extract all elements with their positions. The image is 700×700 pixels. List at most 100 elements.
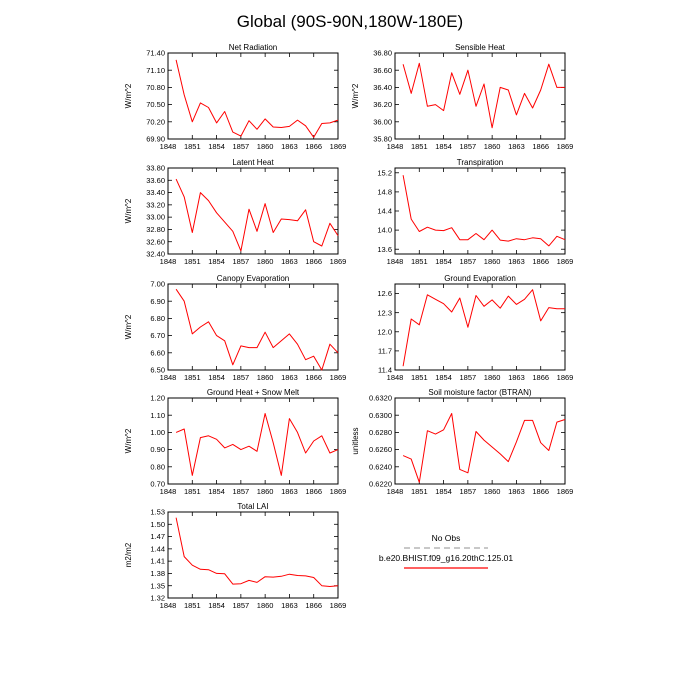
y-tick-label: 0.80 [150,462,165,471]
chart-panel: Sensible Heat 1848 1851 1854 1857 1860 1863 186… [351,43,573,151]
plot-frame [167,52,339,140]
plot-frame [167,283,339,371]
x-tick-label: 1854 [435,257,452,266]
legend: No Obs b.e20.BHIST.f09_g16.20thC.125.01 [379,533,513,569]
chart-panel: Canopy Evaporation 1848 1851 1854 1857 1860 18… [124,274,346,382]
y-tick-label: 14.8 [377,187,392,196]
y-tick-label: 12.3 [377,308,392,317]
x-tick-label: 1863 [508,373,525,382]
y-tick-label: 13.6 [377,245,392,254]
panel-title: Transpiration [457,158,503,167]
y-tick-label: 14.4 [377,207,392,216]
y-tick-label: 1.00 [150,428,165,437]
series-line [175,59,339,138]
x-tick-label: 1866 [305,142,322,151]
x-tick-label: 1848 [160,142,177,151]
x-tick-label: 1869 [330,142,347,151]
x-tick-label: 1854 [208,373,225,382]
x-tick-label: 1863 [281,142,298,151]
x-tick-label: 1857 [460,142,477,151]
y-tick-label: 1.53 [150,508,165,517]
y-tick-label: 71.10 [146,66,165,75]
x-tick-label: 1851 [184,257,201,266]
y-tick-label: 36.00 [373,117,392,126]
series-line [402,62,565,129]
x-tick-label: 1851 [411,373,428,382]
x-tick-label: 1860 [257,142,274,151]
x-tick-label: 1866 [532,257,549,266]
x-tick-label: 1857 [233,487,250,496]
x-tick-label: 1869 [557,142,574,151]
plot-frame [394,167,566,255]
y-axis-label: W/m^2 [124,83,133,108]
x-tick-label: 1851 [184,142,201,151]
series-line [402,413,566,483]
chart-panel: Latent Heat 1848 1851 1854 1857 1860 1863 1866 1… [124,158,346,266]
y-tick-label: 12.6 [377,289,392,298]
x-tick-label: 1857 [233,373,250,382]
y-axis-label: W/m^2 [124,314,133,339]
panel-title: Total LAI [237,502,268,511]
x-tick-label: 1857 [233,142,250,151]
plot-frame [167,397,339,485]
y-tick-label: 1.32 [150,594,165,603]
y-tick-label: 70.80 [146,83,165,92]
y-tick-label: 14.0 [377,226,392,235]
y-tick-label: 1.50 [150,520,165,529]
panel-title: Soil moisture factor (BTRAN) [428,388,531,397]
x-tick-label: 1854 [208,142,225,151]
y-tick-label: 0.6240 [369,462,392,471]
x-tick-label: 1848 [160,601,177,610]
x-tick-label: 1848 [387,487,404,496]
x-tick-label: 1848 [160,373,177,382]
panel-title: Canopy Evaporation [217,274,290,283]
x-tick-label: 1860 [484,142,501,151]
x-tick-label: 1866 [532,142,549,151]
y-tick-label: 1.10 [150,411,165,420]
x-tick-label: 1848 [387,257,404,266]
y-tick-label: 15.2 [377,168,392,177]
chart-panel: Soil moisture factor (BTRAN) 1848 1851 1854… [351,388,573,496]
chart-panel: Total LAI 1848 1851 1854 1857 1860 1863 1866 186… [124,502,346,610]
x-tick-label: 1863 [281,257,298,266]
y-tick-label: 1.35 [150,581,165,590]
x-tick-label: 1854 [208,487,225,496]
chart-panel: Ground Heat + Snow Melt 1848 1851 1854 1857 1… [124,388,346,496]
series-line [402,289,565,367]
y-tick-label: 33.40 [146,188,165,197]
x-tick-label: 1854 [435,487,452,496]
y-tick-label: 12.0 [377,327,392,336]
y-tick-label: 71.40 [146,49,165,58]
chart-panel: Ground Evaporation 1848 1851 1854 1857 1860 18… [377,274,573,382]
y-tick-label: 6.90 [150,297,165,306]
y-tick-label: 0.6220 [369,480,392,489]
y-tick-label: 0.6320 [369,394,392,403]
x-tick-label: 1848 [160,487,177,496]
x-tick-label: 1854 [435,373,452,382]
x-tick-label: 1857 [460,257,477,266]
y-tick-label: 1.41 [150,557,165,566]
x-tick-label: 1863 [281,487,298,496]
y-tick-label: 33.60 [146,176,165,185]
x-tick-label: 1854 [208,601,225,610]
x-tick-label: 1863 [281,601,298,610]
x-tick-label: 1860 [257,257,274,266]
x-tick-label: 1857 [460,373,477,382]
x-tick-label: 1857 [460,487,477,496]
legend-obs-label: No Obs [432,533,461,543]
x-tick-label: 1860 [257,373,274,382]
x-tick-label: 1851 [184,487,201,496]
x-tick-label: 1857 [233,601,250,610]
x-tick-label: 1863 [508,142,525,151]
x-tick-label: 1851 [411,257,428,266]
x-tick-label: 1854 [208,257,225,266]
plot-frame [394,283,566,371]
series-line [175,288,339,371]
x-tick-label: 1860 [484,257,501,266]
plot-frame [167,167,339,255]
panel-title: Sensible Heat [455,43,506,52]
x-tick-label: 1851 [411,487,428,496]
x-tick-label: 1860 [484,373,501,382]
y-tick-label: 36.80 [373,49,392,58]
